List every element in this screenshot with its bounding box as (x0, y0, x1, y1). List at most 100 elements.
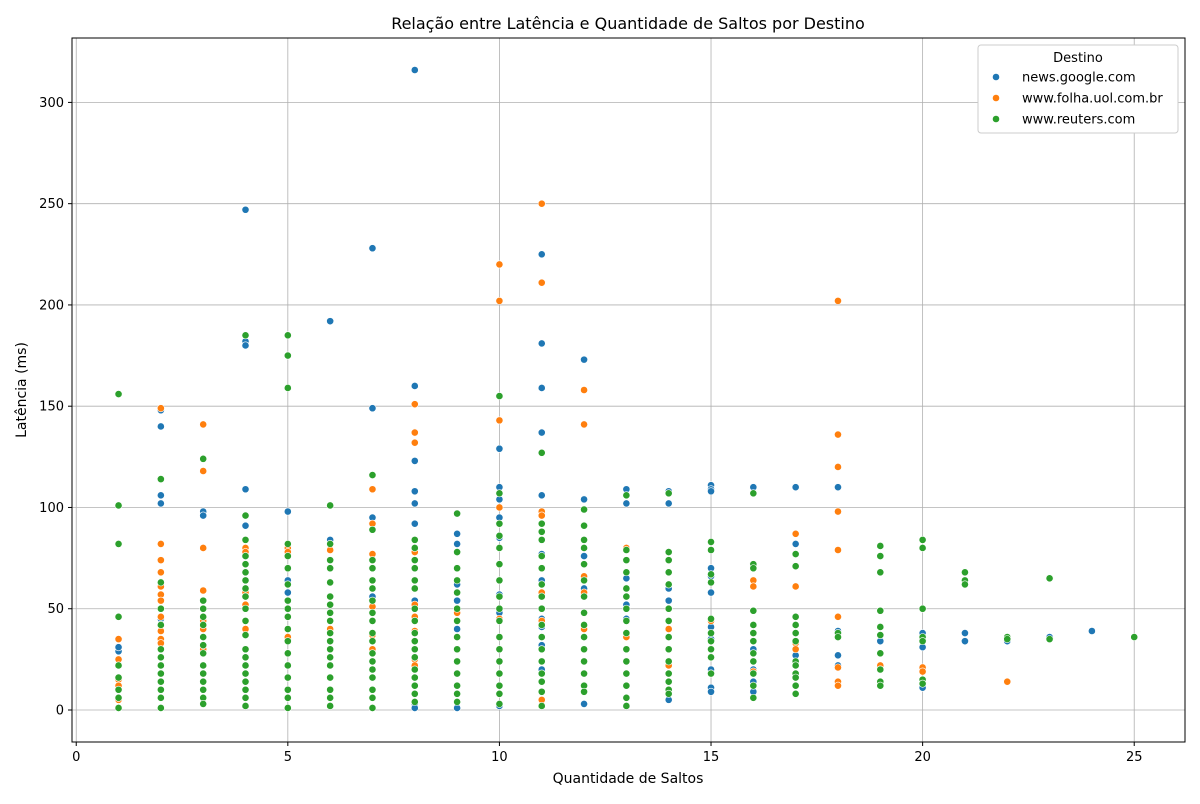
data-point (410, 456, 419, 465)
data-point (199, 621, 208, 629)
x-tick-label: 20 (914, 750, 931, 765)
data-point (241, 616, 250, 625)
data-point (622, 491, 631, 500)
data-point (283, 331, 292, 340)
data-point (410, 673, 419, 682)
data-point (453, 564, 462, 573)
data-point (664, 645, 673, 654)
data-point (283, 564, 292, 573)
data-point (410, 544, 419, 552)
data-point (241, 693, 250, 702)
data-point (156, 499, 165, 508)
data-point (834, 507, 842, 516)
data-point (199, 420, 208, 429)
data-point (241, 677, 250, 686)
data-point (410, 698, 419, 706)
data-point (114, 693, 123, 702)
data-point (622, 584, 631, 593)
data-point (241, 331, 250, 340)
data-point (114, 612, 123, 621)
data-point (537, 339, 546, 348)
chart-title: Relação entre Latência e Quantidade de S… (391, 14, 865, 33)
data-point (580, 608, 588, 617)
data-point (368, 525, 377, 534)
data-point (283, 540, 292, 548)
data-point (664, 499, 673, 508)
data-point (749, 693, 758, 702)
data-point (622, 499, 631, 508)
data-point (199, 544, 208, 552)
data-point (326, 592, 335, 601)
data-point (410, 499, 419, 508)
data-point (537, 669, 546, 678)
data-point (495, 616, 504, 625)
data-point (495, 633, 504, 641)
data-point (368, 693, 377, 702)
data-point (410, 616, 419, 625)
data-point (156, 604, 165, 613)
data-point (876, 631, 885, 639)
y-tick-label: 300 (39, 96, 64, 111)
data-point (199, 596, 208, 605)
data-point (580, 552, 588, 560)
data-point (156, 685, 165, 694)
data-point (410, 400, 419, 409)
data-point (749, 681, 758, 690)
data-point (326, 540, 335, 548)
y-tick-label: 50 (47, 602, 64, 617)
legend-marker (992, 73, 1000, 81)
data-point (368, 673, 377, 682)
data-point (453, 509, 462, 518)
data-point (283, 552, 292, 560)
data-point (622, 568, 631, 577)
data-point (368, 404, 377, 413)
data-point (241, 560, 250, 569)
series-3 (114, 331, 1139, 712)
data-point (368, 704, 377, 712)
data-point (580, 592, 588, 601)
data-point (580, 420, 588, 429)
data-point (199, 633, 208, 641)
data-point (241, 341, 250, 350)
data-point (114, 704, 123, 712)
data-point (326, 661, 335, 670)
data-point (453, 616, 462, 625)
data-point (453, 588, 462, 597)
data-point (199, 669, 208, 678)
data-point (495, 657, 504, 666)
data-point (283, 588, 292, 597)
data-point (156, 661, 165, 670)
data-point (580, 355, 588, 364)
data-point (283, 625, 292, 633)
data-point (580, 687, 588, 696)
data-point (1045, 635, 1054, 644)
data-point (368, 637, 377, 646)
data-point (495, 576, 504, 585)
data-point (834, 430, 842, 439)
data-point (664, 489, 673, 498)
data-point (326, 629, 335, 637)
data-point (156, 704, 165, 712)
data-point (791, 673, 800, 682)
data-point (707, 546, 715, 554)
data-point (707, 637, 715, 646)
data-point (114, 673, 123, 682)
data-point (495, 689, 504, 698)
data-point (199, 612, 208, 621)
data-point (199, 677, 208, 686)
data-point (199, 467, 208, 475)
data-point (495, 531, 504, 540)
data-point (283, 351, 292, 360)
data-point (622, 702, 631, 710)
y-tick-label: 100 (39, 501, 64, 516)
data-point (537, 250, 546, 259)
data-point (368, 665, 377, 674)
data-point (326, 317, 335, 326)
x-axis-label: Quantidade de Saltos (553, 771, 704, 787)
data-point (283, 673, 292, 682)
data-point (156, 669, 165, 678)
data-point (453, 540, 462, 548)
legend-label: www.folha.uol.com.br (1022, 92, 1163, 107)
